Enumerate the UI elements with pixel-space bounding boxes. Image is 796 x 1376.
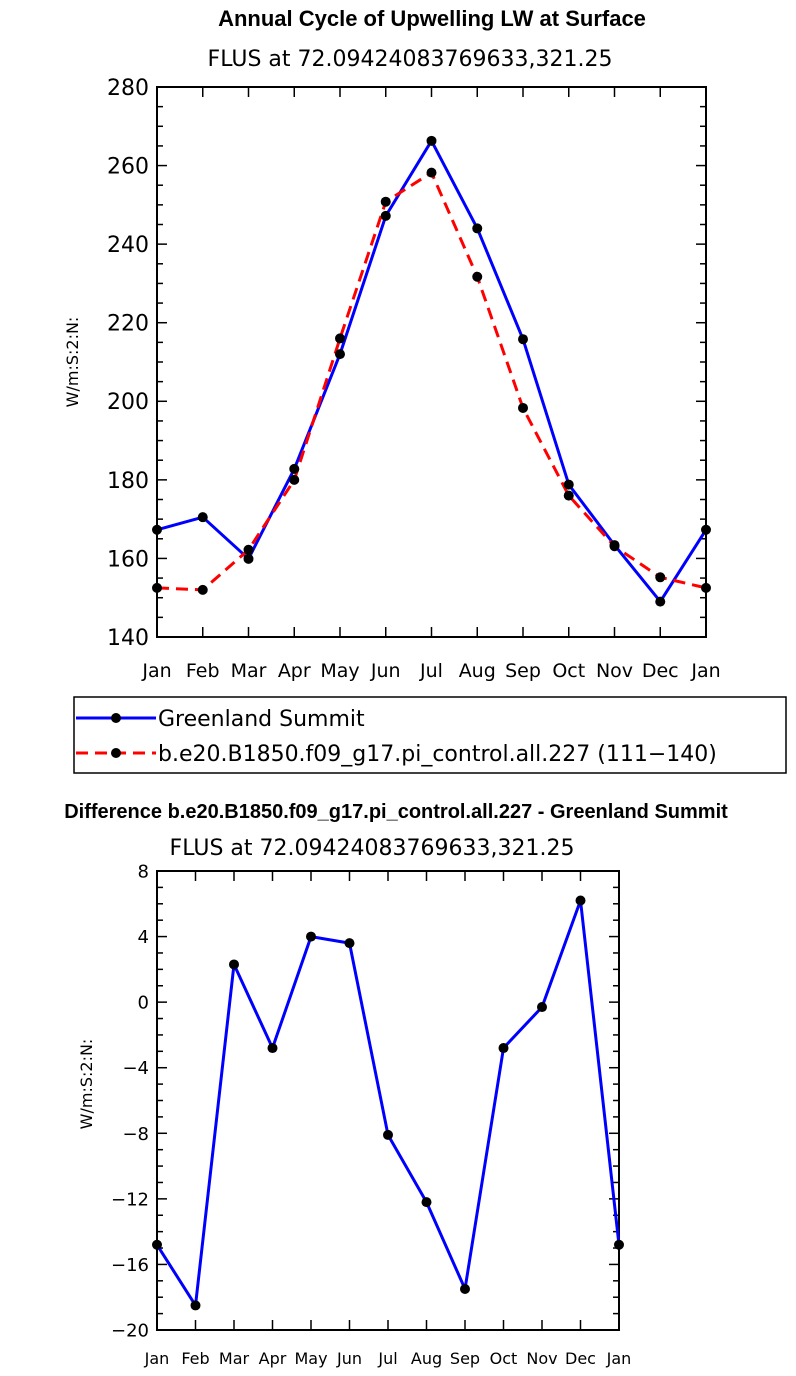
chart2-point-0 (152, 1239, 162, 1250)
chart2-xtick-label: Oct (490, 1349, 518, 1368)
chart1-xtick-label: Jun (370, 660, 401, 682)
chart2-point-0 (229, 959, 239, 970)
chart2-ytick-label: −8 (122, 1124, 149, 1145)
chart2-plot: −20 −16 −12 −8 −4 0 4 8 Jan Feb Mar Apr May Jun Jul Aug… (111, 861, 631, 1368)
chart2-ytick-label: −12 (111, 1189, 149, 1210)
chart1-point-0 (197, 512, 208, 523)
chart2-point-0 (421, 1197, 432, 1208)
chart1-xtick-label: Aug (459, 660, 496, 682)
chart1-title: Annual Cycle of Upwelling LW at Surface (218, 6, 646, 31)
chart2-point-0 (575, 895, 586, 906)
chart1-point-1 (609, 541, 620, 552)
chart2-subtitle: FLUS at 72.09424083769633,321.25 (170, 836, 575, 861)
chart1-point-0 (243, 553, 254, 564)
chart1-legend: Greenland Summit b.e20.B1850.f09_g17.pi_… (73, 696, 787, 774)
chart1-ytick-label: 260 (107, 154, 149, 179)
chart1-xtick-label: Nov (596, 660, 633, 682)
chart1-point-0 (426, 135, 437, 146)
chart2-xtick-label: Dec (565, 1349, 596, 1368)
chart2-xtick-label: Jan (144, 1349, 170, 1368)
chart1-xtick-label: Jan (690, 660, 720, 682)
chart1-ytick-label: 280 (107, 76, 149, 101)
legend-label-greenland: Greenland Summit (158, 707, 365, 732)
chart1-xtick-label: Sep (505, 660, 541, 682)
chart1-xtick-label: Mar (231, 660, 267, 682)
chart2-point-0 (383, 1129, 393, 1140)
chart2-point-0 (498, 1043, 509, 1054)
chart2-point-0 (537, 1002, 547, 1013)
chart1-xtick-label: Feb (186, 660, 220, 682)
chart2-point-0 (190, 1300, 201, 1311)
chart2-xtick-label: Nov (526, 1349, 557, 1368)
chart1-point-1 (152, 582, 162, 593)
legend-marker-model (111, 748, 121, 758)
chart1-ytick-label: 200 (107, 390, 149, 415)
chart1-xtick-label: Jan (141, 660, 171, 682)
chart2-frame (156, 870, 620, 1331)
chart2-point-0 (267, 1043, 278, 1054)
chart1-point-0 (472, 223, 483, 234)
chart1-ytick-label: 220 (107, 312, 149, 337)
chart2-point-0 (306, 931, 316, 942)
legend-marker-greenland (111, 713, 121, 723)
chart1-series-line-0 (156, 139, 708, 604)
chart1-point-1 (380, 196, 391, 207)
chart1-plot: 140 160 180 200 220 240 260 280 Jan Feb Mar Apr May J… (107, 76, 721, 682)
chart1-xtick-label: Apr (278, 660, 311, 682)
chart2-xtick-label: Sep (450, 1349, 480, 1368)
chart2-title: Difference b.e20.B1850.f09_g17.pi_contro… (64, 801, 728, 823)
chart1-xtick-label: Jul (419, 660, 443, 682)
chart1-point-0 (518, 334, 528, 345)
chart1-point-0 (335, 349, 345, 360)
chart1-series-line-1 (156, 171, 707, 592)
chart2-ytick-label: 0 (138, 993, 149, 1014)
chart1-ytick-label: 140 (107, 626, 149, 651)
chart2-ytick-label: −4 (122, 1058, 149, 1079)
chart1-point-0 (289, 463, 300, 474)
chart2-xtick-label: May (294, 1349, 327, 1368)
chart2-point-0 (614, 1239, 624, 1250)
chart1-xtick-label: Dec (642, 660, 679, 682)
chart1-xtick-label: May (320, 660, 359, 682)
chart1-point-1 (335, 333, 345, 344)
chart1-point-1 (563, 490, 574, 501)
chart2-ytick-label: −16 (111, 1255, 149, 1276)
chart1-point-0 (380, 210, 391, 221)
chart2-xtick-label: Apr (259, 1349, 287, 1368)
chart1-point-1 (243, 544, 254, 555)
chart1-point-0 (152, 524, 162, 535)
chart2-point-0 (460, 1284, 470, 1295)
chart2-xtick-label: Feb (181, 1349, 209, 1368)
chart1-point-0 (563, 479, 574, 490)
chart1-point-1 (701, 582, 711, 593)
chart1-point-0 (701, 524, 711, 535)
chart2-ylabel: W/m:S:2:N: (77, 1039, 96, 1130)
chart1-subtitle: FLUS at 72.09424083769633,321.25 (208, 47, 613, 72)
chart1-ytick-label: 180 (107, 469, 149, 494)
chart1-point-1 (426, 167, 437, 178)
chart1-ytick-label: 240 (107, 233, 149, 258)
chart2-xtick-label: Aug (411, 1349, 442, 1368)
chart1-point-0 (655, 596, 666, 607)
chart2-ytick-label: 8 (138, 861, 149, 882)
legend-box (73, 696, 787, 774)
chart1-point-1 (518, 402, 528, 413)
chart2-xtick-label: Jul (377, 1349, 397, 1368)
chart2-xtick-label: Jan (606, 1349, 632, 1368)
chart2-point-0 (344, 938, 355, 949)
chart2-xtick-label: Jun (336, 1349, 362, 1368)
chart1-ylabel: W/m:S:2:N: (63, 317, 82, 408)
chart2-ytick-label: −20 (111, 1320, 149, 1341)
chart2-series-line-0 (155, 899, 621, 1307)
chart1-xtick-label: Oct (552, 660, 585, 682)
chart1-point-1 (655, 572, 666, 583)
chart1-ytick-label: 160 (107, 547, 149, 572)
chart2-ytick-label: 4 (138, 927, 149, 948)
legend-label-model: b.e20.B1850.f09_g17.pi_control.all.227 (… (158, 742, 717, 767)
chart2-xtick-label: Mar (219, 1349, 250, 1368)
chart1-point-1 (289, 474, 300, 485)
chart1-point-1 (197, 584, 208, 595)
chart1-point-1 (472, 271, 483, 282)
